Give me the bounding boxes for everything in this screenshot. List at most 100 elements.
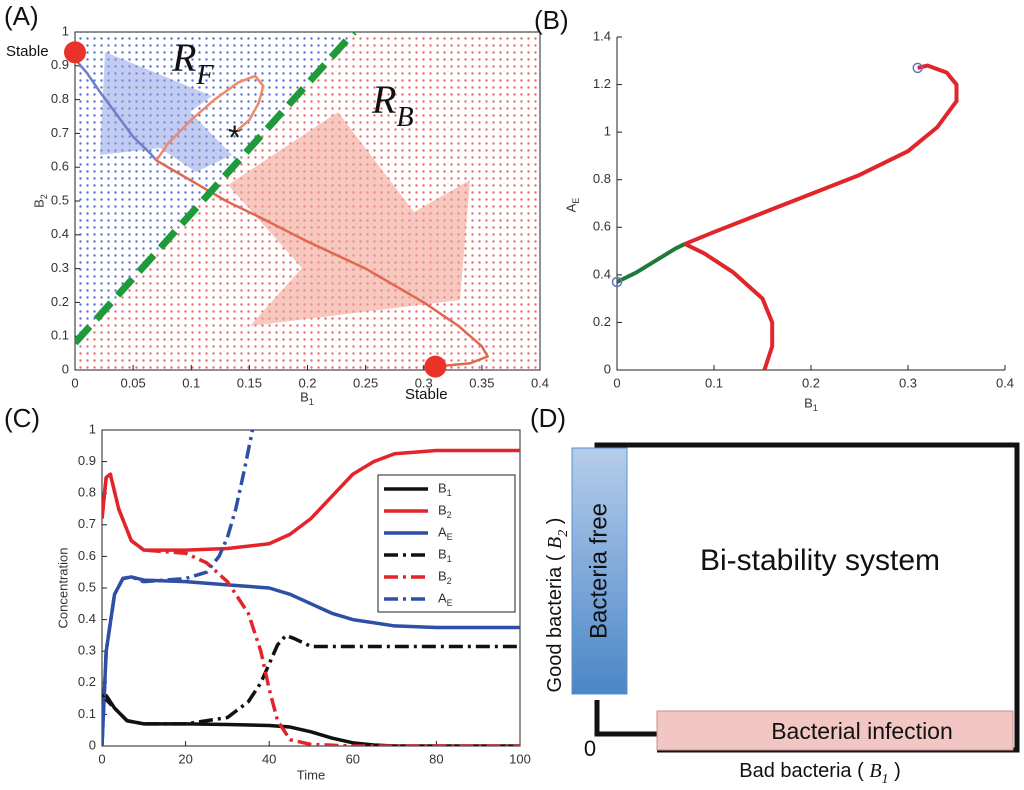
panel-label: (B): [534, 5, 569, 35]
x-tick-label: 0.2: [802, 375, 820, 390]
y-tick-label: 0.1: [51, 328, 69, 343]
series-line: [102, 448, 520, 552]
y-tick-label: 1.4: [593, 28, 611, 43]
y-tick-label: 0.3: [51, 260, 69, 275]
y-tick-label: 0.5: [51, 192, 69, 207]
diagram-title: Bi-stability system: [700, 544, 940, 577]
y-axis-label: B2: [31, 194, 49, 208]
stable-point: [64, 41, 86, 64]
x-tick-label: 100: [509, 751, 531, 766]
y-tick-label: 0: [89, 737, 96, 752]
x-tick-label: 0.3: [899, 375, 917, 390]
y-tick-label: 0.4: [51, 226, 69, 241]
label-text: ): [544, 518, 566, 525]
free-region: [571, 447, 628, 695]
flow-arrow: [228, 112, 470, 326]
y-tick-label: 0.1: [78, 706, 96, 721]
system-frame: [594, 442, 1020, 753]
x-tick-label: 0.35: [469, 375, 494, 390]
y-tick-label: 1: [62, 23, 69, 38]
x-axis-label: B1: [300, 389, 314, 407]
x-tick-label: 0.2: [298, 375, 316, 390]
series-line: [684, 242, 775, 370]
label-text: Good bacteria (: [544, 554, 566, 692]
region-label: Bacterial infection: [771, 718, 953, 744]
label-text: Bad bacteria (: [739, 760, 864, 782]
y-tick-label: 0.7: [78, 516, 96, 531]
axis-frame: [594, 700, 660, 737]
series-line: [617, 242, 686, 284]
y-tick-label: 0.8: [78, 485, 96, 500]
label-symbol: B1: [869, 760, 888, 787]
region-label: Bacteria free: [585, 503, 612, 639]
y-tick-label: 1: [604, 124, 611, 139]
series-line: [102, 472, 520, 746]
x-tick-label: 0.1: [182, 375, 200, 390]
x-tick-label: 0.3: [415, 375, 433, 390]
series-line: [684, 63, 959, 246]
y-tick-label: 0.9: [78, 453, 96, 468]
x-axis-label: B1: [804, 395, 818, 413]
panel-label: (C): [4, 403, 40, 433]
y-tick-label: 0.8: [51, 91, 69, 106]
panel-label: (D): [530, 403, 566, 433]
point-label: Stable: [6, 43, 49, 60]
y-tick-label: 0.4: [78, 611, 96, 626]
y-tick-label: 0.9: [51, 57, 69, 72]
label-symbol: B2: [544, 530, 571, 549]
y-axis-label: AE: [563, 198, 581, 213]
x-tick-label: 0: [613, 375, 620, 390]
x-tick-label: 40: [262, 751, 276, 766]
x-tick-label: 0.25: [353, 375, 378, 390]
series-line: [102, 633, 520, 726]
x-tick-label: 60: [346, 751, 360, 766]
x-axis-label: Bad bacteria ( B1 ): [739, 760, 901, 787]
series-line: [75, 58, 158, 162]
y-axis-label: Concentration: [55, 548, 70, 629]
axis-line: [616, 37, 1005, 371]
x-tick-label: 0.05: [120, 375, 145, 390]
stable-point: [424, 355, 447, 378]
x-tick-label: 20: [178, 751, 192, 766]
series-line: [102, 693, 520, 746]
y-axis-label: Good bacteria ( B2 ): [544, 518, 571, 693]
y-tick-label: 0.7: [51, 125, 69, 140]
label-text: ): [894, 760, 901, 782]
legend-box: [377, 474, 516, 613]
point-label: Stable: [405, 386, 448, 403]
y-tick-label: 0.2: [78, 674, 96, 689]
x-tick-label: 0.4: [531, 375, 549, 390]
series-line: [155, 74, 265, 162]
y-tick-label: 0.2: [593, 314, 611, 329]
saddle-marker: *: [228, 119, 241, 157]
x-tick-label: 0.1: [705, 375, 723, 390]
stable-point: [912, 62, 923, 74]
series-line: [155, 159, 489, 368]
stable-point: [611, 276, 623, 288]
x-tick-label: 0: [98, 751, 105, 766]
y-tick-label: 0.6: [593, 219, 611, 234]
flow-arrow: [100, 52, 232, 172]
y-tick-label: 0: [604, 361, 611, 376]
y-tick-label: 0.6: [51, 159, 69, 174]
y-tick-label: 1.2: [593, 76, 611, 91]
infection-region: [656, 710, 1014, 751]
y-tick-label: 1: [89, 421, 96, 436]
y-tick-label: 0: [62, 361, 69, 376]
y-tick-label: 0.4: [593, 266, 611, 281]
x-tick-label: 80: [429, 751, 443, 766]
x-axis-label: Time: [297, 767, 325, 782]
y-tick-label: 0.2: [51, 294, 69, 309]
x-tick-label: 0.4: [996, 375, 1014, 390]
series-line: [102, 575, 520, 746]
series-line: [102, 430, 255, 746]
panel-label: (A): [4, 1, 39, 31]
origin-label: 0: [584, 736, 596, 761]
x-tick-label: 0.15: [237, 375, 262, 390]
y-tick-label: 0.3: [78, 643, 96, 658]
series-line: [75, 32, 357, 346]
y-tick-label: 0.8: [593, 171, 611, 186]
y-tick-label: 0.6: [78, 548, 96, 563]
x-tick-label: 0: [71, 375, 78, 390]
